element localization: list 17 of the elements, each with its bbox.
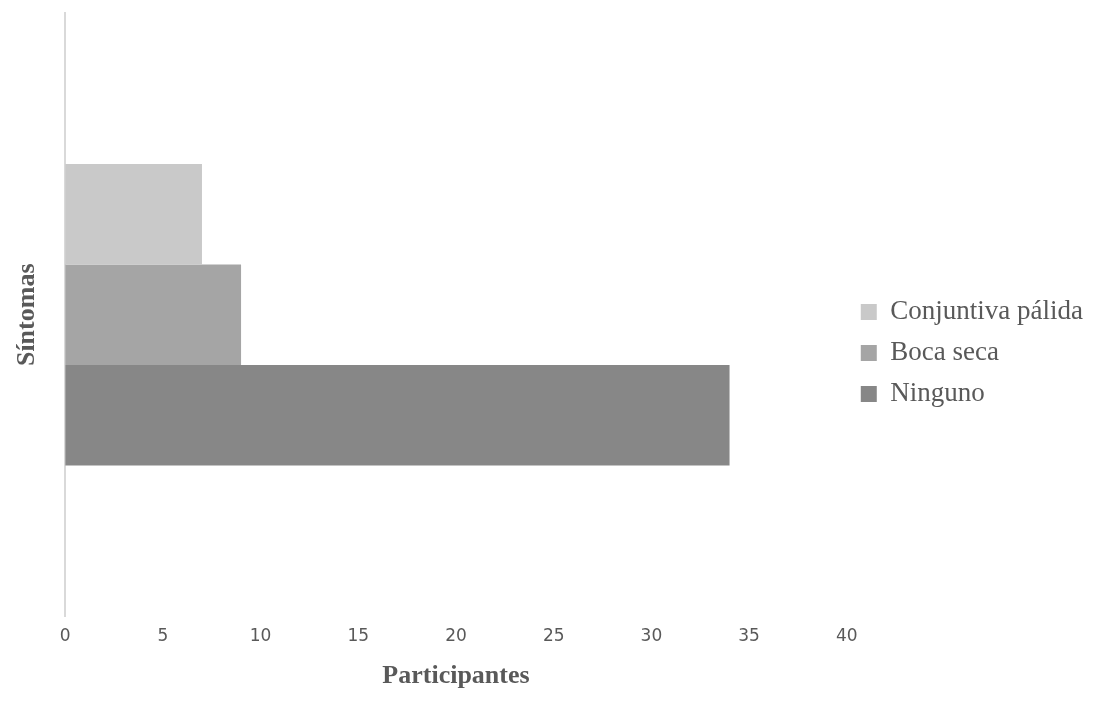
x-axis-title: Participantes	[382, 660, 530, 690]
x-tick-label: 35	[738, 625, 760, 646]
x-tick-label: 5	[157, 625, 169, 646]
y-axis-title: Síntomas	[11, 263, 41, 367]
x-tick-label: 30	[640, 625, 663, 646]
bar	[65, 164, 202, 265]
x-tick-label: 0	[59, 625, 71, 646]
legend-label: Conjuntiva pálida	[890, 295, 1084, 326]
legend-label: Ninguno	[890, 377, 985, 408]
bar	[65, 264, 242, 366]
x-tick-label: 15	[347, 625, 370, 646]
x-tick-label: 20	[445, 625, 467, 646]
x-tick-label: 40	[835, 625, 858, 646]
x-tick-label: 10	[249, 625, 272, 646]
bar	[65, 365, 730, 466]
x-tick-label: 25	[542, 625, 565, 646]
legend-label: Boca seca	[890, 336, 999, 367]
